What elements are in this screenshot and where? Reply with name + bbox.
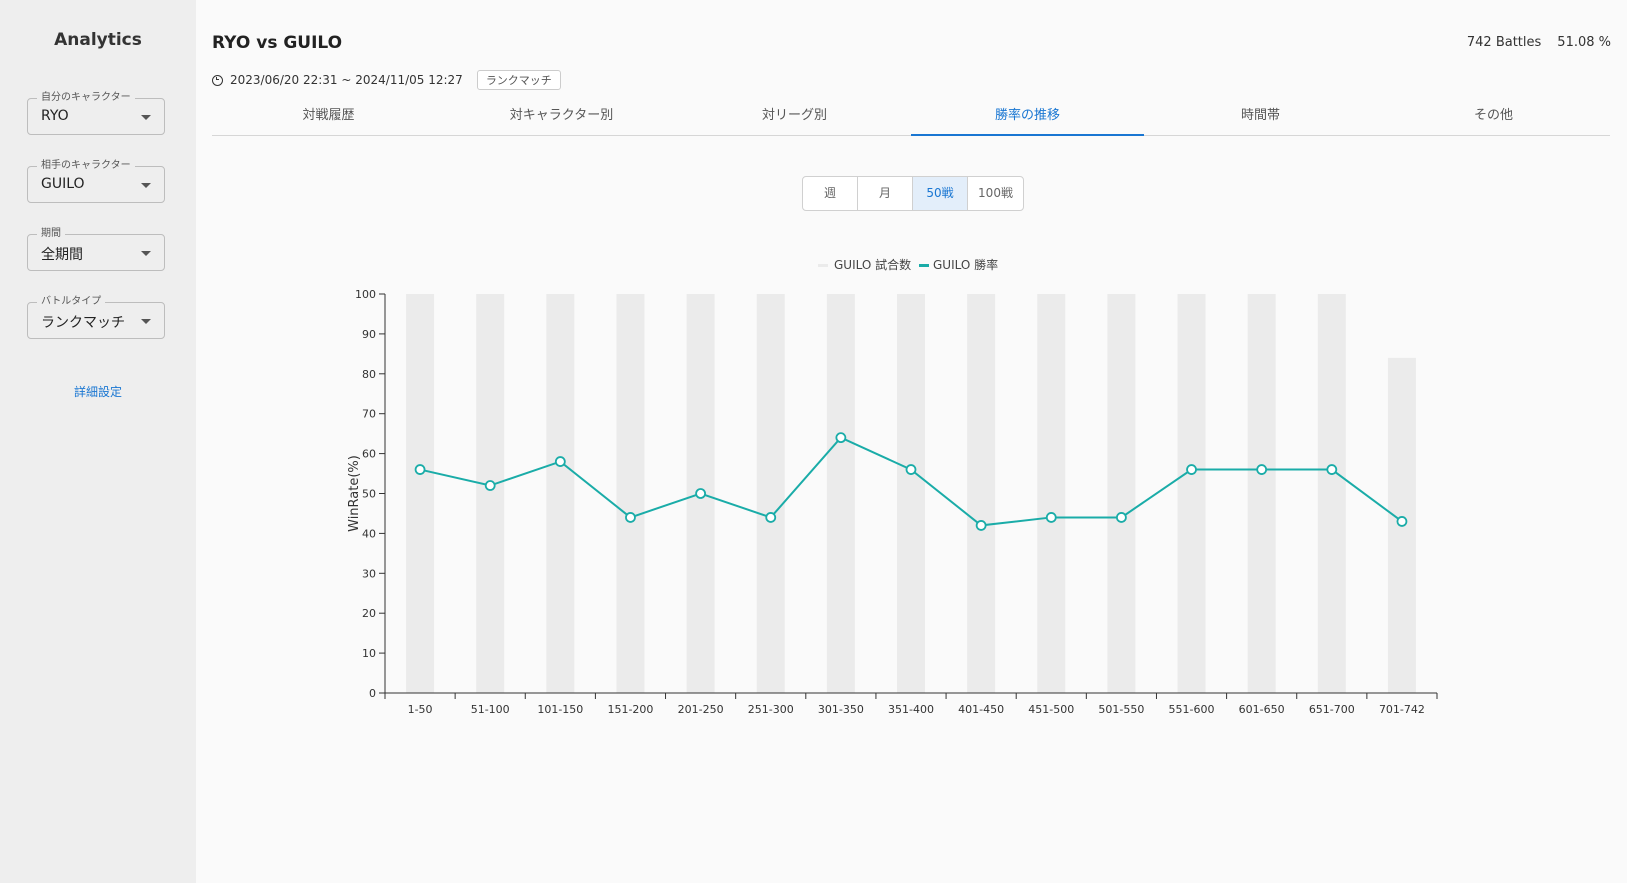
legend-bar-swatch — [818, 264, 828, 267]
x-tick-label: 451-500 — [1028, 703, 1074, 716]
match-count-bar — [826, 294, 855, 693]
toggle-100-battles[interactable]: 100戦 — [978, 186, 1013, 200]
tab-time-of-day[interactable]: 時間帯 — [1240, 108, 1280, 123]
period-select[interactable]: 期間 全期間 — [27, 227, 165, 271]
x-tick-label: 301-350 — [818, 703, 864, 716]
dropdown-arrow-icon — [141, 319, 151, 324]
win-rate-point — [1116, 512, 1127, 523]
x-tick-label: 701-742 — [1379, 703, 1425, 716]
win-rate-point — [414, 464, 426, 475]
dropdown-arrow-icon — [141, 115, 151, 120]
win-rate-point — [625, 512, 636, 523]
win-rate-point — [484, 480, 496, 491]
y-tick-label: 30 — [362, 567, 376, 580]
advanced-settings-link[interactable]: 詳細設定 — [73, 385, 122, 399]
match-count-bar — [1037, 294, 1066, 693]
win-rate-point — [1326, 464, 1338, 475]
legend-line-swatch — [919, 264, 929, 267]
x-tick-label: 501-550 — [1098, 703, 1144, 716]
tab-match-history[interactable]: 対戦履歴 — [302, 108, 355, 123]
match-count-bar — [1177, 294, 1206, 693]
y-tick-label: 70 — [362, 408, 376, 421]
clock-icon — [212, 74, 223, 86]
tab-bar: 対戦履歴 対キャラクター別 対リーグ別 勝率の推移 時間帯 その他 — [212, 93, 1610, 136]
win-rate-point — [765, 512, 777, 523]
match-meta: 2023/06/20 22:31 ~ 2024/11/05 12:27 ランクマ… — [212, 70, 561, 90]
sidebar: Analytics 自分のキャラクター RYO 相手のキャラクター GUILO … — [0, 0, 196, 883]
toggle-month[interactable]: 月 — [858, 177, 913, 210]
x-tick-label: 601-650 — [1239, 703, 1285, 716]
y-tick-label: 100 — [355, 288, 376, 301]
match-count-bar — [967, 294, 996, 693]
win-rate-point — [975, 520, 987, 531]
y-axis-title: WinRate(%) — [347, 455, 362, 532]
toggle-50-battles[interactable]: 50戦 — [913, 177, 968, 210]
y-tick-label: 90 — [362, 328, 376, 341]
match-count-bar — [756, 294, 785, 693]
win-rate-point — [905, 464, 917, 475]
y-tick-label: 20 — [362, 607, 376, 620]
tab-other[interactable]: その他 — [1473, 108, 1513, 123]
x-tick-label: 251-300 — [748, 703, 794, 716]
match-count-bar — [616, 294, 645, 693]
x-tick-label: 51-100 — [471, 703, 510, 716]
x-tick-label: 651-700 — [1309, 703, 1355, 716]
match-count-bar — [1317, 294, 1346, 693]
x-tick-label: 151-200 — [607, 703, 653, 716]
x-tick-label: 551-600 — [1169, 703, 1215, 716]
date-range: 2023/06/20 22:31 ~ 2024/11/05 12:27 — [230, 73, 463, 87]
period-label: 期間 — [37, 227, 65, 241]
win-rate-point — [695, 488, 706, 499]
win-rate-point — [1186, 464, 1197, 475]
summary-stats: 742 Battles 51.08 % — [1467, 35, 1611, 50]
legend-line-label: GUILO 勝率 — [933, 257, 998, 272]
legend-bar-label: GUILO 試合数 — [834, 257, 911, 272]
x-tick-label: 101-150 — [537, 703, 583, 716]
match-count-bar — [1247, 294, 1276, 693]
tab-by-league[interactable]: 対リーグ別 — [761, 108, 827, 123]
dropdown-arrow-icon — [141, 183, 151, 188]
match-count-bar — [1107, 294, 1136, 693]
y-tick-label: 40 — [362, 527, 376, 540]
win-rate-point — [1045, 512, 1057, 523]
app-title: Analytics — [54, 30, 142, 50]
overall-win-rate: 51.08 % — [1557, 35, 1611, 50]
battle-type-value: ランクマッチ — [41, 315, 125, 331]
battle-type-label: バトルタイプ — [37, 295, 106, 309]
period-toggle: 週 月 50戦 100戦 — [802, 176, 1024, 211]
x-tick-label: 351-400 — [888, 703, 934, 716]
win-rate-point — [554, 456, 566, 467]
battle-type-select[interactable]: バトルタイプ ランクマッチ — [27, 295, 165, 339]
tab-by-character[interactable]: 対キャラクター別 — [509, 108, 614, 123]
battle-count: 742 Battles — [1466, 35, 1542, 50]
y-tick-label: 60 — [362, 448, 376, 461]
x-tick-label: 401-450 — [958, 703, 1004, 716]
my-character-select[interactable]: 自分のキャラクター RYO — [27, 91, 165, 135]
opponent-character-label: 相手のキャラクター — [37, 159, 135, 173]
y-tick-label: 10 — [362, 647, 376, 660]
opponent-character-select[interactable]: 相手のキャラクター GUILO — [27, 159, 165, 203]
win-rate-point — [1396, 516, 1408, 527]
my-character-value: RYO — [41, 108, 69, 124]
toggle-week[interactable]: 週 — [803, 177, 858, 210]
y-tick-label: 80 — [362, 368, 376, 381]
x-tick-label: 1-50 — [408, 703, 433, 716]
battle-type-chip: ランクマッチ — [476, 70, 561, 90]
page-title: RYO vs GUILO — [212, 33, 343, 53]
my-character-label: 自分のキャラクター — [37, 91, 135, 105]
x-tick-label: 201-250 — [678, 703, 724, 716]
y-tick-label: 0 — [369, 687, 376, 700]
y-tick-label: 50 — [362, 488, 376, 501]
win-rate-point — [1256, 464, 1268, 475]
match-count-bar — [476, 294, 505, 693]
match-count-bar — [406, 294, 435, 693]
match-count-bar — [546, 294, 575, 693]
period-value: 全期間 — [41, 247, 83, 263]
dropdown-arrow-icon — [141, 251, 151, 256]
tab-win-rate-trend[interactable]: 勝率の推移 — [911, 93, 1144, 136]
win-rate-point — [835, 432, 847, 444]
opponent-character-value: GUILO — [41, 176, 85, 192]
match-count-bar — [897, 294, 925, 693]
